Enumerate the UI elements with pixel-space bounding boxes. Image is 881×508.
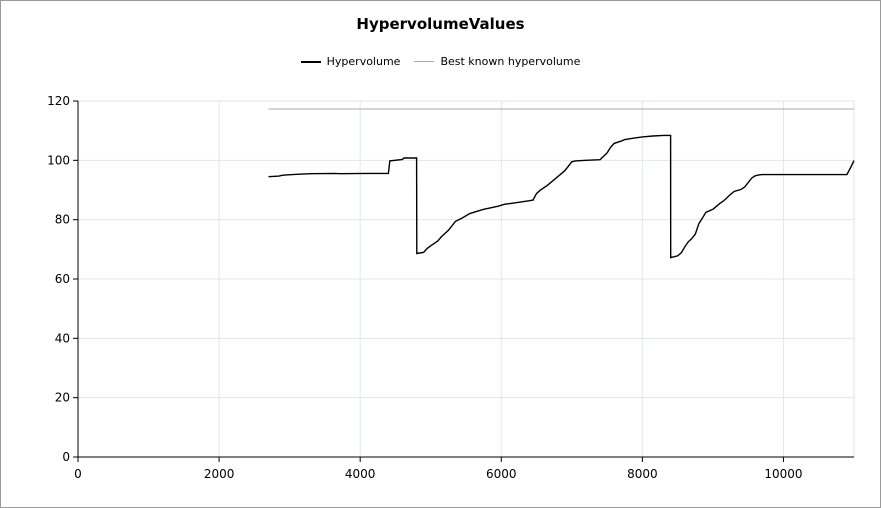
- legend-item-hypervolume: Hypervolume: [300, 55, 401, 68]
- chart-title: HypervolumeValues: [356, 15, 525, 33]
- series-line-hypervolume: [268, 134, 855, 259]
- y-tick-label-60: 60: [55, 272, 70, 286]
- x-tick-label-6000: 6000: [486, 467, 517, 481]
- legend-swatch-hypervolume: [300, 60, 321, 63]
- y-tick-label-0: 0: [62, 450, 70, 464]
- x-tick-label-0: 0: [74, 467, 82, 481]
- chart-legend: Hypervolume Best known hypervolume: [0, 55, 881, 68]
- x-tick-label-4000: 4000: [345, 467, 376, 481]
- y-tick-label-20: 20: [55, 391, 70, 405]
- legend-swatch-best-known: [414, 61, 435, 62]
- y-tick-label-40: 40: [55, 331, 70, 345]
- legend-label-hypervolume: Hypervolume: [326, 55, 401, 68]
- x-tick-label-10000: 10000: [764, 467, 802, 481]
- y-tick-label-100: 100: [47, 153, 70, 167]
- legend-item-best-known: Best known hypervolume: [414, 55, 580, 68]
- legend-label-best-known: Best known hypervolume: [440, 55, 581, 68]
- x-tick-label-8000: 8000: [627, 467, 658, 481]
- x-tick-label-2000: 2000: [204, 467, 235, 481]
- y-tick-label-120: 120: [47, 94, 70, 108]
- y-tick-label-80: 80: [55, 213, 70, 227]
